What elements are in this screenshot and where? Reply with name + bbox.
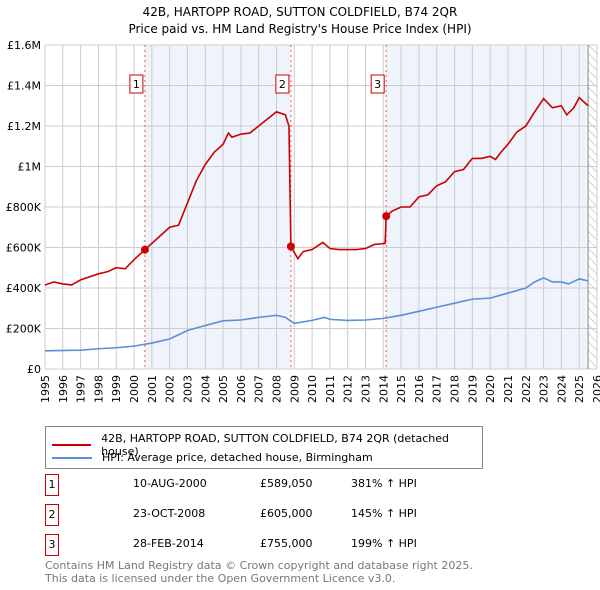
legend-red-line xyxy=(52,444,92,446)
footer: Contains HM Land Registry data © Crown c… xyxy=(45,559,473,585)
x-tick-label: 1995 xyxy=(39,375,52,403)
legend-label-property: 42B, HARTOPP ROAD, SUTTON COLDFIELD, B74… xyxy=(101,432,449,458)
sale-label: 1 xyxy=(133,78,140,91)
x-tick-label: 2018 xyxy=(449,375,462,403)
x-tick-label: 2019 xyxy=(466,375,479,403)
x-tick-label: 2023 xyxy=(538,375,551,403)
chart-title: 42B, HARTOPP ROAD, SUTTON COLDFIELD, B74… xyxy=(143,5,458,19)
x-tick-label: 2005 xyxy=(217,375,230,403)
sale-price: £755,000 xyxy=(260,537,313,550)
x-tick-label: 2022 xyxy=(520,375,533,403)
x-tick-label: 2006 xyxy=(235,375,248,403)
sale-price: £605,000 xyxy=(260,507,313,520)
footer-line: Contains HM Land Registry data © Crown c… xyxy=(45,559,473,572)
sale-label-box xyxy=(129,74,144,94)
sale-row: 2 23-OCT-2008 £605,000 145% ↑ HPI xyxy=(45,504,445,526)
y-tick-label: £1M xyxy=(18,161,42,174)
chart-subtitle: Price paid vs. HM Land Registry's House … xyxy=(128,22,471,36)
y-tick-label: £1.6M xyxy=(7,39,41,52)
sale-label-box xyxy=(275,74,290,94)
x-tick-label: 2001 xyxy=(146,375,159,403)
x-tick-label: 1997 xyxy=(75,375,88,403)
x-tick-label: 2011 xyxy=(324,375,337,403)
series-line xyxy=(44,96,589,286)
x-tick-label: 2020 xyxy=(484,375,497,403)
series-line xyxy=(44,276,589,352)
x-tick-label: 2025 xyxy=(573,375,586,403)
x-tick-label: 1999 xyxy=(110,375,123,403)
x-tick-label: 2003 xyxy=(181,375,194,403)
legend-blue-line xyxy=(52,456,92,459)
y-tick-label: £400K xyxy=(6,282,42,295)
y-tick-label: £1.4M xyxy=(7,80,41,93)
x-tick-label: 2009 xyxy=(288,375,301,403)
x-tick-label: 2017 xyxy=(431,375,444,403)
sale-label: 3 xyxy=(374,78,381,91)
sale-label: 2 xyxy=(279,78,286,91)
legend-label-hpi: HPI: Average price, detached house, Birm… xyxy=(102,451,373,464)
x-tick-label: 1998 xyxy=(92,375,105,403)
y-tick-label: £800K xyxy=(6,201,42,214)
x-tick-label: 2004 xyxy=(199,375,212,403)
legend: 42B, HARTOPP ROAD, SUTTON COLDFIELD, B74… xyxy=(45,426,483,469)
x-tick-label: 2021 xyxy=(502,375,515,403)
y-tick-label: £0 xyxy=(27,363,41,376)
x-tick-label: 2007 xyxy=(253,375,266,403)
x-tick-label: 2026 xyxy=(591,375,600,403)
x-tick-label: 2014 xyxy=(377,375,390,403)
x-tick-label: 2016 xyxy=(413,375,426,403)
sale-marker: 1 xyxy=(45,474,59,496)
y-tick-label: £600K xyxy=(6,242,42,255)
sale-date: 23-OCT-2008 xyxy=(133,507,206,520)
sale-point xyxy=(286,242,295,251)
footer-line: This data is licensed under the Open Gov… xyxy=(45,572,396,585)
x-tick-label: 2012 xyxy=(342,375,355,403)
sale-row: 3 28-FEB-2014 £755,000 199% ↑ HPI xyxy=(45,534,445,556)
x-tick-label: 2015 xyxy=(395,375,408,403)
sale-date: 10-AUG-2000 xyxy=(133,477,207,490)
y-tick-label: £1.2M xyxy=(7,120,41,133)
sale-date: 28-FEB-2014 xyxy=(133,537,204,550)
sale-price: £589,050 xyxy=(260,477,313,490)
x-tick-label: 2002 xyxy=(164,375,177,403)
x-tick-label: 2024 xyxy=(555,375,568,403)
y-tick-label: £200K xyxy=(6,323,42,336)
sale-hpi: 199% ↑ HPI xyxy=(351,537,417,550)
x-tick-label: 2008 xyxy=(270,375,283,403)
sale-hpi: 381% ↑ HPI xyxy=(351,477,417,490)
price-chart: 42B, HARTOPP ROAD, SUTTON COLDFIELD, B74… xyxy=(6,5,600,403)
x-tick-label: 2000 xyxy=(128,375,141,403)
x-tick-label: 1996 xyxy=(57,375,70,403)
sale-point xyxy=(382,212,391,221)
sale-label-box xyxy=(370,74,385,94)
sale-marker: 2 xyxy=(45,504,59,526)
x-tick-label: 2010 xyxy=(306,375,319,403)
sale-hpi: 145% ↑ HPI xyxy=(351,507,417,520)
sale-point xyxy=(140,245,149,254)
sale-row: 1 10-AUG-2000 £589,050 381% ↑ HPI xyxy=(45,474,445,496)
sale-marker: 3 xyxy=(45,534,59,556)
x-tick-label: 2013 xyxy=(360,375,373,403)
